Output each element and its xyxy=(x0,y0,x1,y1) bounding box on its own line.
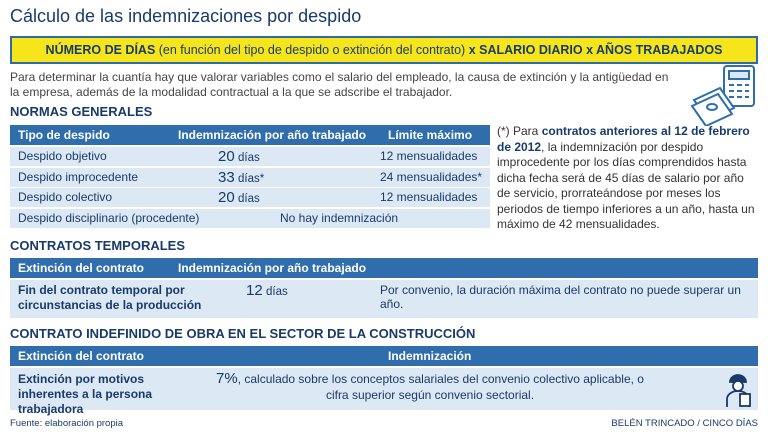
formula-end: x SALARIO DIARIO x AÑOS TRABAJADOS xyxy=(468,43,723,57)
cell: 20 días xyxy=(218,188,260,209)
cell-number: 20 xyxy=(218,148,235,165)
cell-unit: días xyxy=(238,193,260,205)
table-row: Despido colectivo 20 días 12 mensualidades xyxy=(10,188,490,207)
table-row: Despido improcedente 33 días* 24 mensualid… xyxy=(10,167,490,189)
column-header: Indemnización por año trabajado xyxy=(178,128,367,142)
cell-number: 7% xyxy=(216,370,238,387)
cell-unit: días* xyxy=(238,172,265,185)
cell: Despido improcedente xyxy=(18,169,139,184)
column-header: Indemnización xyxy=(388,349,472,363)
cell: Despido objetivo xyxy=(18,149,107,163)
formula: NÚMERO DE DÍAS (en función del tipo de d… xyxy=(10,36,758,64)
cell-unit: días xyxy=(266,286,288,298)
worker-icon xyxy=(726,374,751,407)
cell: Fin del contrato temporal por circunstan… xyxy=(18,283,202,312)
table-header: Extinción del contrato Indemnización xyxy=(10,346,758,366)
cell-number: 20 xyxy=(218,189,235,206)
credit: BELÉN TRINCADO / CINCO DÍAS xyxy=(611,418,758,429)
column-header: Indemnización por año trabajado xyxy=(178,261,367,275)
section-heading: CONTRATOS TEMPORALES xyxy=(10,238,186,253)
column-header: Extinción del contrato xyxy=(18,261,145,275)
cell: No hay indemnización xyxy=(280,210,399,225)
cell-number: 33 xyxy=(218,168,235,186)
cell: Despido colectivo xyxy=(18,190,113,204)
cell: 12 días xyxy=(246,282,288,299)
table-row: Despido disciplinario (procedente) No hay… xyxy=(10,208,490,228)
cell: Despido disciplinario (procedente) xyxy=(18,210,200,225)
cell: 33 días* xyxy=(218,168,264,189)
cell: 12 mensualidades xyxy=(380,149,478,163)
column-header: Límite máximo xyxy=(388,128,473,142)
table-header: Tipo de despido Indemnización por año tr… xyxy=(10,125,490,145)
table-row: Extinción por motivos inherentes a la pe… xyxy=(10,368,758,416)
cell: 7%, calculado sobre los conceptos salari… xyxy=(210,371,650,403)
intro: Para determinar la cuantía hay que valor… xyxy=(10,70,669,99)
cell: 24 mensualidades* xyxy=(380,169,483,184)
cell: Extinción por motivos inherentes a la pe… xyxy=(18,372,153,416)
column-header: Extinción del contrato xyxy=(18,349,145,363)
cell-number: 12 xyxy=(246,282,263,299)
note-text: (*) Para xyxy=(497,124,539,138)
table-row: Despido objetivo 20 días 12 mensualidades xyxy=(10,147,490,166)
formula-middle: (en función del tipo de despido o extinc… xyxy=(158,43,466,57)
source: Fuente: elaboración propia xyxy=(10,418,124,429)
column-header: Tipo de despido xyxy=(18,128,110,142)
section-heading: CONTRATO INDEFINIDO DE OBRA EN EL SECTOR… xyxy=(10,326,476,341)
table-header: Extinción del contrato Indemnización por… xyxy=(10,258,758,278)
table-row: Fin del contrato temporal por circunstan… xyxy=(10,280,758,318)
note-text: , la indemnización por despido improcede… xyxy=(497,139,755,232)
note: (*) Para contratos anteriores al 12 de f… xyxy=(497,124,759,233)
cell: 20 días xyxy=(218,147,260,168)
cell-text: , calculado sobre los conceptos salarial… xyxy=(237,372,644,402)
cell: 12 mensualidades xyxy=(380,190,478,204)
cell-unit: días xyxy=(238,152,260,164)
title: Cálculo de las indemnizaciones por despi… xyxy=(10,6,362,26)
cell: Por convenio, la duración máxima del con… xyxy=(380,283,741,311)
formula-start: NÚMERO DE DÍAS xyxy=(45,43,156,57)
icons xyxy=(690,65,755,126)
section-heading: NORMAS GENERALES xyxy=(10,104,153,119)
note-bold: contratos anteriores al 12 de febrero de… xyxy=(497,124,750,154)
